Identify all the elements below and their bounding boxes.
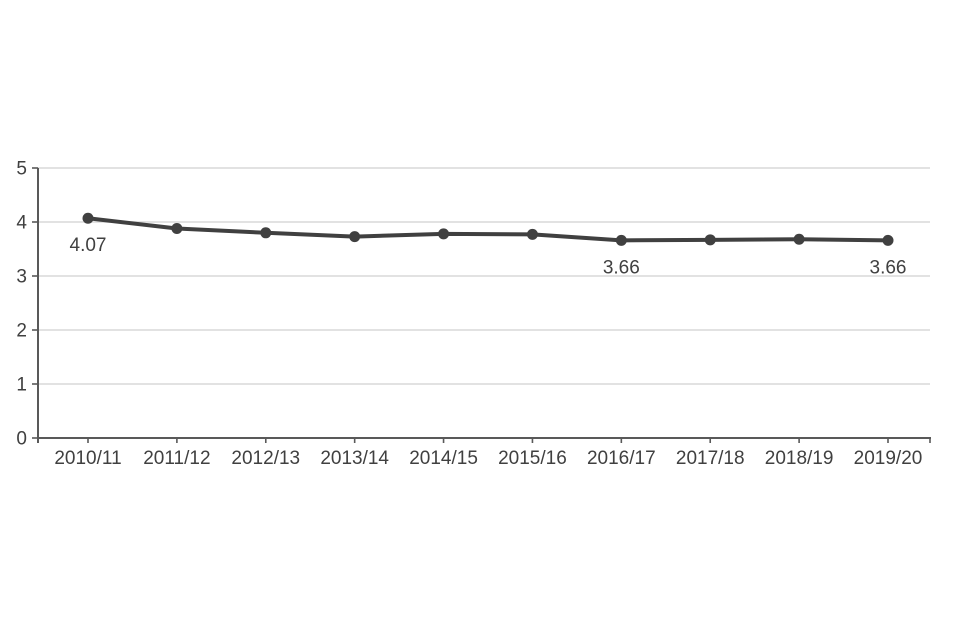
x-axis-tick-label: 2018/19: [765, 448, 834, 469]
data-label: 3.66: [870, 257, 907, 278]
data-point-marker: [793, 233, 805, 245]
x-axis-tick-label: 2014/15: [409, 448, 478, 469]
data-point-marker: [260, 227, 272, 239]
data-label: 4.07: [70, 235, 107, 256]
data-point-marker: [438, 228, 450, 240]
y-axis-tick-label: 2: [16, 321, 27, 342]
y-axis-tick-label: 1: [16, 375, 27, 396]
data-point-marker: [704, 234, 716, 246]
x-axis-tick-label: 2013/14: [320, 448, 389, 469]
data-point-marker: [526, 228, 538, 240]
x-axis-tick-label: 2010/11: [54, 448, 121, 469]
x-axis-tick-label: 2015/16: [498, 448, 567, 469]
x-axis-tick-label: 2017/18: [676, 448, 745, 469]
x-axis-tick-label: 2019/20: [854, 448, 923, 469]
x-axis-tick-label: 2011/12: [143, 448, 210, 469]
data-point-marker: [82, 212, 94, 224]
data-point-marker: [615, 234, 627, 246]
x-axis-tick-label: 2016/17: [587, 448, 656, 469]
data-point-marker: [349, 231, 361, 243]
y-axis-tick-label: 0: [16, 429, 27, 450]
x-axis-tick-label: 2012/13: [231, 448, 300, 469]
y-axis-tick-label: 4: [16, 213, 27, 234]
y-axis-tick-label: 3: [16, 267, 27, 288]
data-point-marker: [882, 234, 894, 246]
y-axis-tick-label: 5: [16, 159, 27, 180]
data-line: [86, 216, 890, 243]
data-label: 3.66: [603, 257, 640, 278]
data-point-marker: [171, 222, 183, 234]
